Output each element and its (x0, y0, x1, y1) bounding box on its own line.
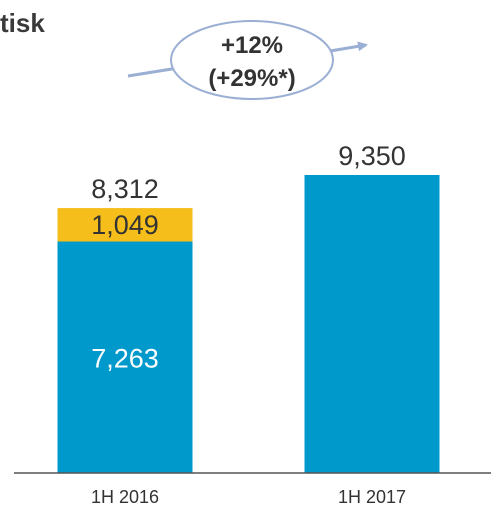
growth-annotation: +12% (+29%*) (127, 20, 368, 100)
category-label-1h-2016: 1H 2016 (91, 487, 159, 507)
segment-label-1h-2016-s0: 7,263 (91, 343, 159, 373)
growth-annotation-line2: (+29%*) (208, 65, 295, 92)
bar-segment-1h-2017-s0 (304, 175, 440, 473)
bar-segment-1h-2016-s0 (57, 241, 193, 473)
bars-group (57, 175, 440, 473)
chart-title-fragment: tisk (0, 8, 45, 38)
labels-group: 7,263 1,049 8,312 1H 2016 9,350 1H 2017 (91, 141, 406, 507)
growth-ellipse (170, 20, 334, 100)
segment-label-1h-2016-s1: 1,049 (91, 210, 159, 240)
bar-segment-1h-2016-s1 (57, 208, 193, 242)
growth-annotation-line1: +12% (221, 32, 283, 59)
total-label-1h-2017: 9,350 (338, 141, 406, 171)
growth-arrow-left (127, 66, 179, 78)
category-label-1h-2017: 1H 2017 (338, 487, 406, 507)
total-label-1h-2016: 8,312 (91, 174, 159, 204)
